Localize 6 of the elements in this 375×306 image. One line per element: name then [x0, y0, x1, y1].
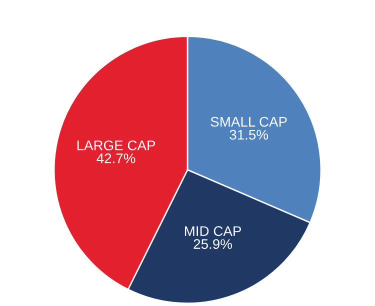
data-label: 25.9% [194, 239, 232, 249]
slice-label: LARGE CAP [77, 140, 156, 150]
data-label: 42.7% [96, 153, 136, 164]
slice-label: SMALL CAP [210, 116, 287, 127]
slice-label: MID CAP [184, 226, 241, 236]
data-label: 31.5% [230, 130, 268, 140]
